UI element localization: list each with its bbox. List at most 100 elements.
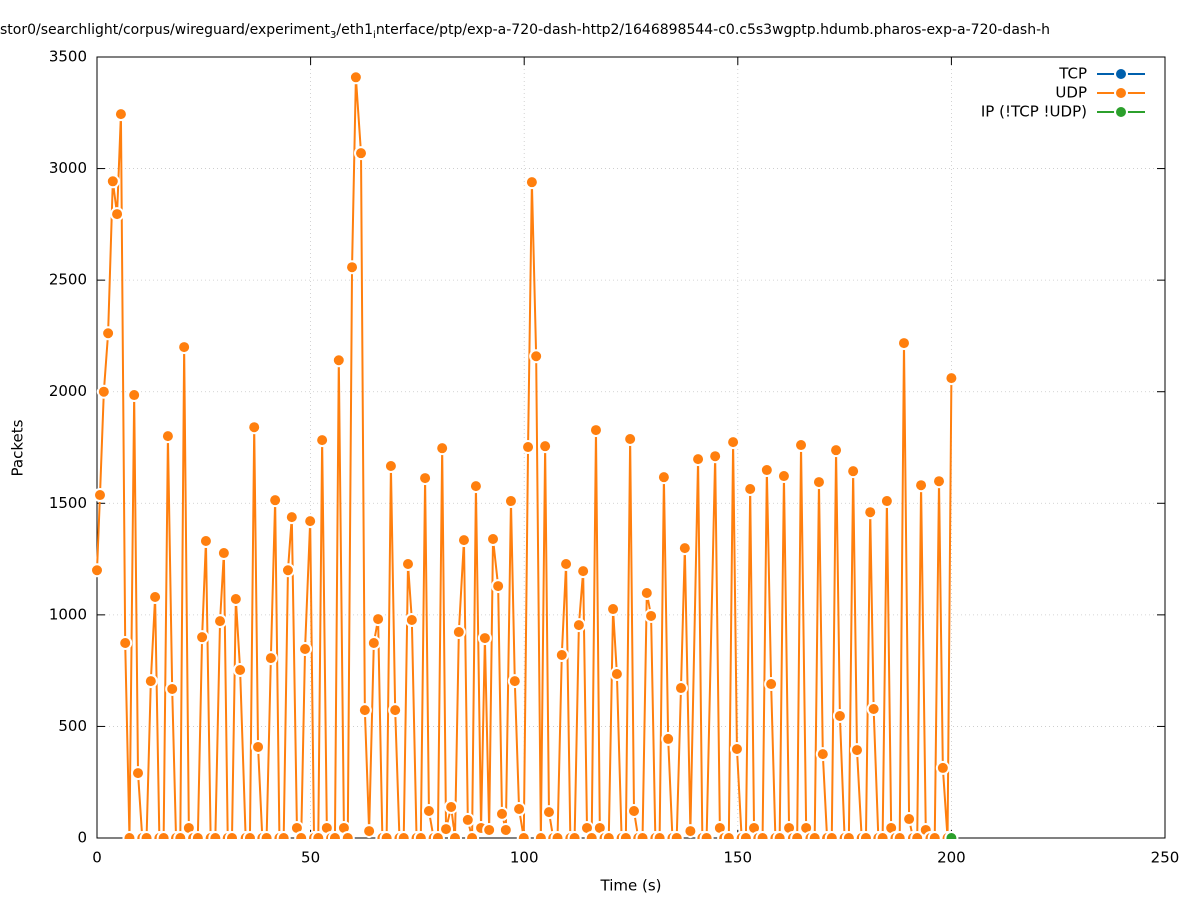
data-point [143, 674, 158, 689]
data-point [875, 831, 890, 839]
data-point [644, 608, 659, 623]
data-point [512, 801, 527, 816]
data-point [413, 831, 428, 839]
data-point [726, 435, 741, 450]
x-tick-label: 150 [723, 849, 752, 867]
data-point [165, 681, 180, 696]
data-point [576, 564, 591, 579]
data-point [896, 336, 911, 351]
data-point [932, 474, 947, 489]
data-point [383, 459, 398, 474]
data-point [494, 806, 509, 821]
data-point [327, 831, 342, 839]
data-point [371, 612, 386, 627]
data-point [764, 677, 779, 692]
data-point [661, 731, 676, 746]
data-point [503, 494, 518, 509]
y-tick-label: 2500 [49, 271, 87, 289]
legend-marker [1114, 105, 1128, 119]
data-point [902, 812, 917, 827]
y-tick-label: 0 [77, 829, 87, 847]
data-point [331, 353, 346, 368]
data-point [456, 533, 471, 548]
data-point [439, 822, 454, 837]
x-tick-label: 200 [937, 849, 966, 867]
data-point [669, 831, 684, 839]
data-point [190, 831, 205, 839]
data-point [447, 831, 462, 839]
data-point [404, 612, 419, 627]
data-point [396, 831, 411, 839]
data-point [691, 452, 706, 467]
legend-label: TCP [1058, 65, 1087, 83]
data-point [699, 831, 714, 839]
data-point [213, 614, 228, 629]
data-point [315, 433, 330, 448]
data-point [807, 831, 822, 839]
data-point [251, 739, 266, 754]
y-tick-label: 3000 [49, 159, 87, 177]
data-point [131, 766, 146, 781]
data-point [276, 831, 291, 839]
x-tick-label: 100 [510, 849, 539, 867]
data-point [268, 493, 283, 508]
data-point [421, 803, 436, 818]
legend-marker [1114, 67, 1128, 81]
x-axis-label: Time (s) [600, 877, 662, 895]
title-subscript: i [373, 30, 376, 41]
data-point [892, 831, 907, 839]
data-point [708, 449, 723, 464]
data-point [571, 618, 586, 633]
data-point [148, 590, 163, 605]
data-point [759, 463, 774, 478]
data-point [118, 635, 133, 650]
data-point [280, 563, 295, 578]
data-point [224, 831, 239, 839]
data-point [362, 824, 377, 839]
data-point [284, 510, 299, 525]
data-point [683, 824, 698, 839]
data-point [139, 831, 154, 839]
data-point [521, 440, 536, 455]
data-point [652, 831, 667, 839]
x-tick-label: 50 [301, 849, 320, 867]
data-point [216, 546, 231, 561]
data-point [524, 175, 539, 190]
data-point [673, 681, 688, 696]
data-point [379, 831, 394, 839]
data-point [879, 494, 894, 509]
data-point [401, 556, 416, 571]
data-point [944, 831, 959, 839]
data-point [263, 651, 278, 666]
legend-label: UDP [1055, 84, 1087, 102]
data-point [529, 349, 544, 364]
data-point [303, 514, 318, 529]
data-point [550, 831, 565, 839]
data-point [486, 531, 501, 546]
data-point [498, 822, 513, 837]
data-point [127, 388, 142, 403]
data-point [298, 641, 313, 656]
data-point [507, 674, 522, 689]
y-axis-label: Packets [9, 419, 27, 476]
y-tick-label: 500 [58, 717, 87, 735]
data-point [846, 464, 861, 479]
data-point [516, 831, 531, 839]
data-point [743, 482, 758, 497]
data-point [538, 439, 553, 454]
data-point [477, 631, 492, 646]
data-point [160, 429, 175, 444]
data-point [348, 70, 363, 85]
data-point [105, 174, 120, 189]
title-part: stor0/searchlight/corpus/wireguard/exper… [0, 22, 331, 38]
data-point [601, 831, 616, 839]
data-point [832, 708, 847, 723]
data-point [914, 478, 929, 493]
data-point [738, 831, 753, 839]
data-point [294, 831, 309, 839]
data-point [177, 340, 192, 355]
data-point [841, 831, 856, 839]
data-point [101, 326, 116, 341]
data-point [677, 541, 692, 556]
